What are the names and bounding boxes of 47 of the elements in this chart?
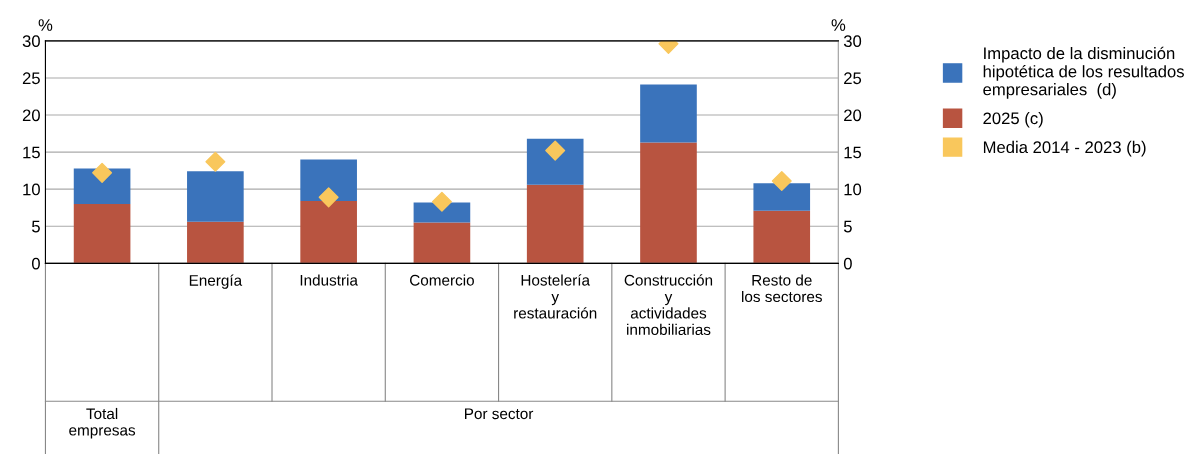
- y-tick-label: 30: [22, 35, 40, 48]
- x-tick-label: Comercio: [410, 274, 474, 286]
- bar: [753, 210, 811, 264]
- legend-label: Impacto de la disminución hipotética de los resultados empresariales (d): [983, 46, 1184, 99]
- legend-label: Media 2014 - 2023 (b): [983, 140, 1146, 157]
- y2-tick-label: 0: [843, 257, 852, 270]
- legend-label: 2025 (c): [983, 111, 1043, 128]
- point: [318, 187, 339, 208]
- y2-tick-label: 10: [844, 183, 862, 196]
- y2-tick-label: 30: [843, 35, 862, 48]
- bar: [640, 142, 697, 264]
- y2-tick-label: 20: [844, 109, 862, 122]
- bar: [413, 222, 471, 264]
- bar: [300, 201, 357, 264]
- y2-tick-label: 15: [844, 146, 862, 159]
- bar: [413, 202, 471, 223]
- x-tick-label: Energía: [189, 274, 243, 289]
- point: [431, 191, 452, 212]
- y2-tick-label: 25: [844, 72, 862, 85]
- bar: [187, 221, 244, 264]
- y-tick-label: 15: [23, 146, 40, 159]
- x-tick-label: Industria: [300, 274, 358, 286]
- x-tick-label: Resto de los sectores: [742, 274, 822, 303]
- bar: [526, 138, 584, 185]
- x-tick-label: Construcción y actividades inmobiliarias: [624, 274, 713, 336]
- bar: [73, 204, 131, 264]
- point: [771, 170, 792, 192]
- bar: [753, 183, 811, 211]
- y-tick-label: 20: [22, 109, 40, 122]
- y-tick-label: 0: [31, 257, 40, 270]
- bar: [187, 171, 244, 222]
- y2-axis-title: %: [831, 19, 846, 31]
- y2-tick-label: 5: [843, 220, 852, 233]
- bar: [526, 184, 584, 264]
- text: Por sector: [465, 408, 534, 420]
- text: Total empresas: [69, 407, 136, 439]
- bar: [640, 84, 697, 143]
- y-axis-title: %: [38, 19, 53, 31]
- bar: [73, 168, 131, 204]
- y-tick-label: 5: [31, 220, 40, 233]
- point: [205, 151, 226, 172]
- y-tick-label: 10: [23, 183, 40, 196]
- point: [92, 162, 113, 183]
- x-tick-label: Hostelería y restauración: [514, 274, 597, 319]
- y-tick-label: 25: [22, 72, 40, 85]
- bar: [300, 159, 357, 202]
- point: [545, 140, 566, 161]
